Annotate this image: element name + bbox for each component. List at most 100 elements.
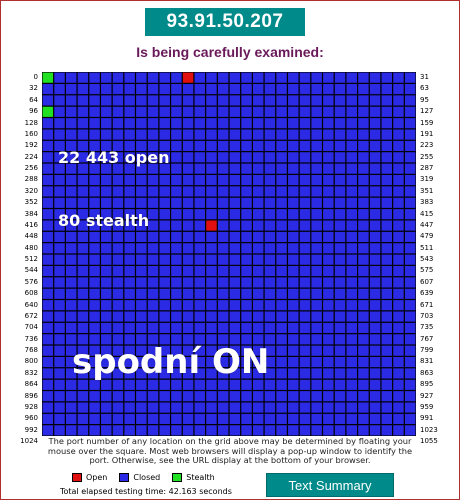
port-cell-closed[interactable]: 717 xyxy=(194,322,206,334)
port-cell-closed[interactable]: 683 xyxy=(171,311,182,322)
port-cell-closed[interactable]: 647 xyxy=(124,300,135,311)
port-cell-closed[interactable]: 898 xyxy=(65,391,77,402)
port-cell-closed[interactable]: 912 xyxy=(229,391,241,402)
port-cell-closed[interactable]: 33 xyxy=(54,83,65,95)
port-cell-closed[interactable]: 779 xyxy=(171,345,182,356)
port-cell-closed[interactable]: 834 xyxy=(65,368,77,379)
port-cell-closed[interactable]: 193 xyxy=(54,140,65,152)
port-cell-closed[interactable]: 454 xyxy=(112,231,124,243)
port-cell-closed[interactable]: 526 xyxy=(206,254,217,265)
port-cell-closed[interactable]: 445 xyxy=(381,220,393,231)
port-cell-closed[interactable]: 1016 xyxy=(323,425,334,436)
port-cell-closed[interactable]: 288 xyxy=(42,174,54,186)
port-cell-closed[interactable]: 54 xyxy=(299,83,311,95)
port-cell-closed[interactable]: 209 xyxy=(241,140,252,152)
port-cell-closed[interactable]: 282 xyxy=(346,163,357,174)
port-cell-closed[interactable]: 802 xyxy=(65,356,77,368)
port-cell-closed[interactable]: 1014 xyxy=(299,425,311,436)
port-cell-closed[interactable]: 768 xyxy=(42,345,54,356)
port-cell-closed[interactable]: 639 xyxy=(404,288,416,299)
port-cell-closed[interactable]: 1022 xyxy=(393,425,404,436)
port-cell-closed[interactable]: 993 xyxy=(54,425,65,436)
port-cell-closed[interactable]: 256 xyxy=(42,163,54,174)
port-cell-closed[interactable]: 451 xyxy=(77,231,89,243)
port-cell-closed[interactable]: 716 xyxy=(182,322,194,334)
port-cell-closed[interactable]: 722 xyxy=(252,322,264,334)
port-cell-closed[interactable]: 114 xyxy=(252,106,264,117)
port-cell-closed[interactable]: 862 xyxy=(393,368,404,379)
port-cell-closed[interactable]: 839 xyxy=(124,368,135,379)
port-cell-closed[interactable]: 836 xyxy=(89,368,100,379)
port-cell-closed[interactable]: 844 xyxy=(182,368,194,379)
port-cell-closed[interactable]: 354 xyxy=(65,197,77,208)
port-cell-closed[interactable]: 625 xyxy=(241,288,252,299)
port-cell-closed[interactable]: 101 xyxy=(101,106,112,117)
port-cell-closed[interactable]: 759 xyxy=(311,334,322,345)
port-cell-closed[interactable]: 562 xyxy=(252,265,264,277)
port-cell-closed[interactable]: 147 xyxy=(264,118,276,129)
port-cell-closed[interactable]: 333 xyxy=(194,186,206,197)
port-cell-closed[interactable]: 426 xyxy=(159,220,170,231)
port-cell-closed[interactable]: 74 xyxy=(159,95,170,106)
port-cell-closed[interactable]: 195 xyxy=(77,140,89,152)
port-cell-closed[interactable]: 954 xyxy=(346,402,357,413)
port-cell-closed[interactable]: 501 xyxy=(288,243,299,254)
port-cell-closed[interactable]: 909 xyxy=(194,391,206,402)
port-cell-closed[interactable]: 8 xyxy=(136,72,147,83)
port-cell-closed[interactable]: 589 xyxy=(194,277,206,288)
port-cell-closed[interactable]: 302 xyxy=(206,174,217,186)
port-cell-closed[interactable]: 538 xyxy=(346,254,357,265)
port-cell-closed[interactable]: 992 xyxy=(42,425,54,436)
port-cell-closed[interactable]: 586 xyxy=(159,277,170,288)
port-cell-closed[interactable]: 142 xyxy=(206,118,217,129)
port-cell-closed[interactable]: 723 xyxy=(264,322,276,334)
port-cell-closed[interactable]: 95 xyxy=(404,95,416,106)
port-cell-closed[interactable]: 338 xyxy=(252,186,264,197)
port-cell-closed[interactable]: 336 xyxy=(229,186,241,197)
port-cell-closed[interactable]: 260 xyxy=(89,163,100,174)
port-cell-closed[interactable]: 71 xyxy=(124,95,135,106)
port-cell-closed[interactable]: 396 xyxy=(182,209,194,220)
port-cell-closed[interactable]: 205 xyxy=(194,140,206,152)
port-cell-closed[interactable]: 796 xyxy=(369,345,381,356)
port-cell-closed[interactable]: 464 xyxy=(229,231,241,243)
port-cell-closed[interactable]: 490 xyxy=(159,243,170,254)
port-cell-closed[interactable]: 733 xyxy=(381,322,393,334)
port-cell-closed[interactable]: 1023 xyxy=(404,425,416,436)
port-cell-closed[interactable]: 513 xyxy=(54,254,65,265)
port-cell-closed[interactable]: 709 xyxy=(101,322,112,334)
port-cell-closed[interactable]: 958 xyxy=(393,402,404,413)
port-cell-closed[interactable]: 926 xyxy=(393,391,404,402)
port-cell-closed[interactable]: 857 xyxy=(334,368,346,379)
port-cell-closed[interactable]: 698 xyxy=(346,311,357,322)
port-cell-closed[interactable]: 918 xyxy=(299,391,311,402)
port-cell-closed[interactable]: 317 xyxy=(381,174,393,186)
port-cell-closed[interactable]: 190 xyxy=(393,129,404,140)
port-cell-closed[interactable]: 46 xyxy=(206,83,217,95)
port-cell-closed[interactable]: 932 xyxy=(89,402,100,413)
port-cell-closed[interactable]: 859 xyxy=(358,368,369,379)
port-cell-closed[interactable]: 235 xyxy=(171,152,182,163)
port-cell-closed[interactable]: 161 xyxy=(54,129,65,140)
port-cell-closed[interactable]: 626 xyxy=(252,288,264,299)
port-cell-closed[interactable]: 377 xyxy=(334,197,346,208)
port-cell-closed[interactable]: 104 xyxy=(136,106,147,117)
port-cell-closed[interactable]: 989 xyxy=(381,413,393,425)
port-cell-closed[interactable]: 936 xyxy=(136,402,147,413)
port-cell-closed[interactable]: 637 xyxy=(381,288,393,299)
text-summary-button[interactable]: Text Summary xyxy=(266,473,394,497)
port-cell-closed[interactable]: 748 xyxy=(182,334,194,345)
port-cell-closed[interactable]: 663 xyxy=(311,300,322,311)
port-cell-closed[interactable]: 737 xyxy=(54,334,65,345)
port-cell-closed[interactable]: 658 xyxy=(252,300,264,311)
port-cell-closed[interactable]: 30 xyxy=(393,72,404,83)
port-cell-closed[interactable]: 735 xyxy=(404,322,416,334)
port-cell-closed[interactable]: 280 xyxy=(323,163,334,174)
port-cell-closed[interactable]: 922 xyxy=(346,391,357,402)
port-cell-closed[interactable]: 767 xyxy=(404,334,416,345)
port-cell-closed[interactable]: 443 xyxy=(358,220,369,231)
port-cell-closed[interactable]: 588 xyxy=(182,277,194,288)
port-cell-closed[interactable]: 151 xyxy=(311,118,322,129)
port-cell-closed[interactable]: 87 xyxy=(311,95,322,106)
port-cell-closed[interactable]: 1017 xyxy=(334,425,346,436)
